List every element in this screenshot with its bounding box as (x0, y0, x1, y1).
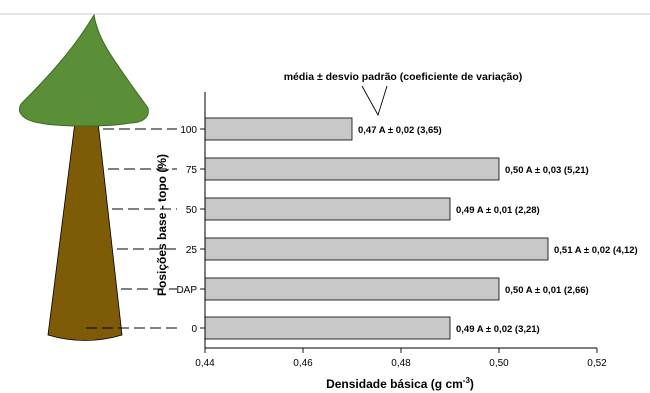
x-tick-label: 0,48 (391, 358, 411, 369)
y-tick-label: 50 (186, 205, 198, 216)
tree-crown (18, 13, 149, 127)
y-axis-title: Posições base - topo (%) (155, 154, 169, 296)
bar-dap (204, 277, 500, 301)
x-tick-label: 0,52 (587, 358, 607, 369)
bar-data-label: 0,49 A ± 0,01 (2,28) (456, 205, 540, 216)
x-axis-title: Densidade básica (g cm-3) (326, 376, 474, 391)
bar-75 (204, 157, 500, 181)
bar-100 (204, 117, 353, 141)
x-tick-label: 0,44 (195, 358, 215, 369)
plot-area: 100 75 50 25 DAP 0 0,44 0,46 0,48 0,50 0,52 0,47 A… (176, 92, 638, 369)
annotation-arrow (361, 85, 388, 117)
bar-0 (204, 316, 451, 340)
bar-data-label: 0,49 A ± 0,02 (3,21) (456, 324, 540, 335)
tree-illustration (18, 13, 149, 341)
bar-data-label: 0,47 A ± 0,02 (3,65) (358, 125, 442, 136)
bar-data-label: 0,50 A ± 0,03 (5,21) (505, 165, 589, 176)
y-tick-label: 75 (186, 165, 198, 176)
x-tick-label: 0,50 (489, 358, 509, 369)
data-labels-group: 0,47 A ± 0,02 (3,65) 0,50 A ± 0,03 (5,21)… (358, 125, 638, 335)
bar-50 (204, 197, 451, 221)
x-axis-title-superscript: -3 (463, 376, 471, 385)
bar-data-label: 0,51 A ± 0,02 (4,12) (554, 245, 638, 256)
annotation-label: média ± desvio padrão (coeficiente de va… (284, 71, 523, 83)
y-tick-label: 25 (186, 245, 198, 256)
y-tick-label: DAP (176, 285, 197, 296)
x-tick-label: 0,46 (293, 358, 313, 369)
y-tick-label: 0 (191, 324, 197, 335)
x-axis-title-main: Densidade básica (g cm (326, 377, 463, 391)
bar-25 (204, 237, 549, 261)
bar-data-label: 0,50 A ± 0,01 (2,66) (505, 285, 589, 296)
position-leader-lines (86, 128, 177, 329)
tree-trunk (47, 121, 123, 341)
axes-group: 100 75 50 25 DAP 0 0,44 0,46 0,48 0,50 0,52 (176, 92, 607, 369)
y-tick-label: 100 (180, 125, 197, 136)
x-axis-title-close: ) (470, 377, 474, 391)
bars-group (204, 117, 549, 340)
